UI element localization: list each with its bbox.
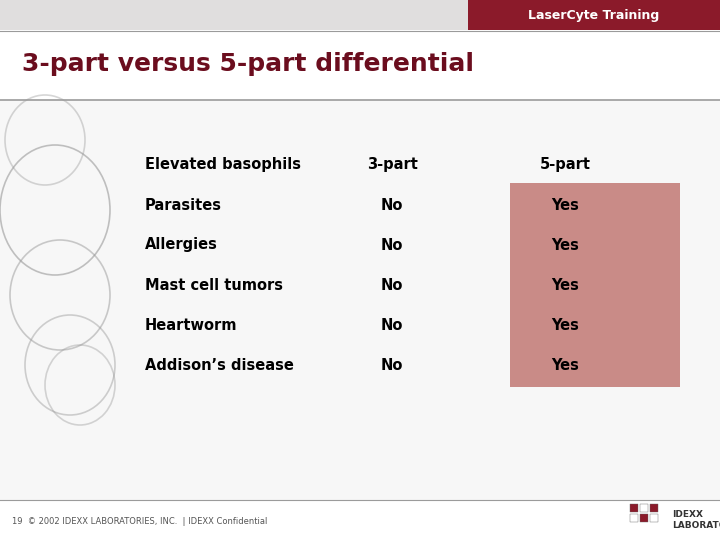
Text: 3-part: 3-part (366, 158, 418, 172)
Text: Yes: Yes (551, 198, 579, 213)
Text: Elevated basophils: Elevated basophils (145, 158, 301, 172)
Text: Allergies: Allergies (145, 238, 218, 253)
Bar (650, 514, 658, 522)
Text: 19  © 2002 IDEXX LABORATORIES, INC.  | IDEXX Confidential: 19 © 2002 IDEXX LABORATORIES, INC. | IDE… (12, 517, 267, 526)
Bar (640, 514, 648, 522)
Bar (630, 504, 638, 512)
Text: No: No (381, 278, 403, 293)
Text: LaserCyte Training: LaserCyte Training (528, 9, 660, 22)
Bar (0, 500, 720, 540)
Text: Parasites: Parasites (145, 198, 222, 213)
Text: 5-part: 5-part (539, 158, 590, 172)
Text: No: No (381, 238, 403, 253)
Text: Yes: Yes (551, 278, 579, 293)
Bar (650, 504, 658, 512)
Bar (510, 183, 680, 387)
Text: No: No (381, 198, 403, 213)
Text: Heartworm: Heartworm (145, 318, 238, 333)
Text: Yes: Yes (551, 318, 579, 333)
Text: Mast cell tumors: Mast cell tumors (145, 278, 283, 293)
Bar (640, 504, 648, 512)
Text: Yes: Yes (551, 357, 579, 373)
Text: Addison’s disease: Addison’s disease (145, 357, 294, 373)
Text: IDEXX
LABORATORIES: IDEXX LABORATORIES (672, 510, 720, 530)
Text: No: No (381, 318, 403, 333)
Text: 3-part versus 5-part differential: 3-part versus 5-part differential (22, 52, 474, 76)
Bar (630, 514, 638, 522)
Bar (0, 100, 720, 500)
Text: No: No (381, 357, 403, 373)
Bar (468, 0, 720, 30)
Text: Yes: Yes (551, 238, 579, 253)
Bar (0, 0, 720, 30)
